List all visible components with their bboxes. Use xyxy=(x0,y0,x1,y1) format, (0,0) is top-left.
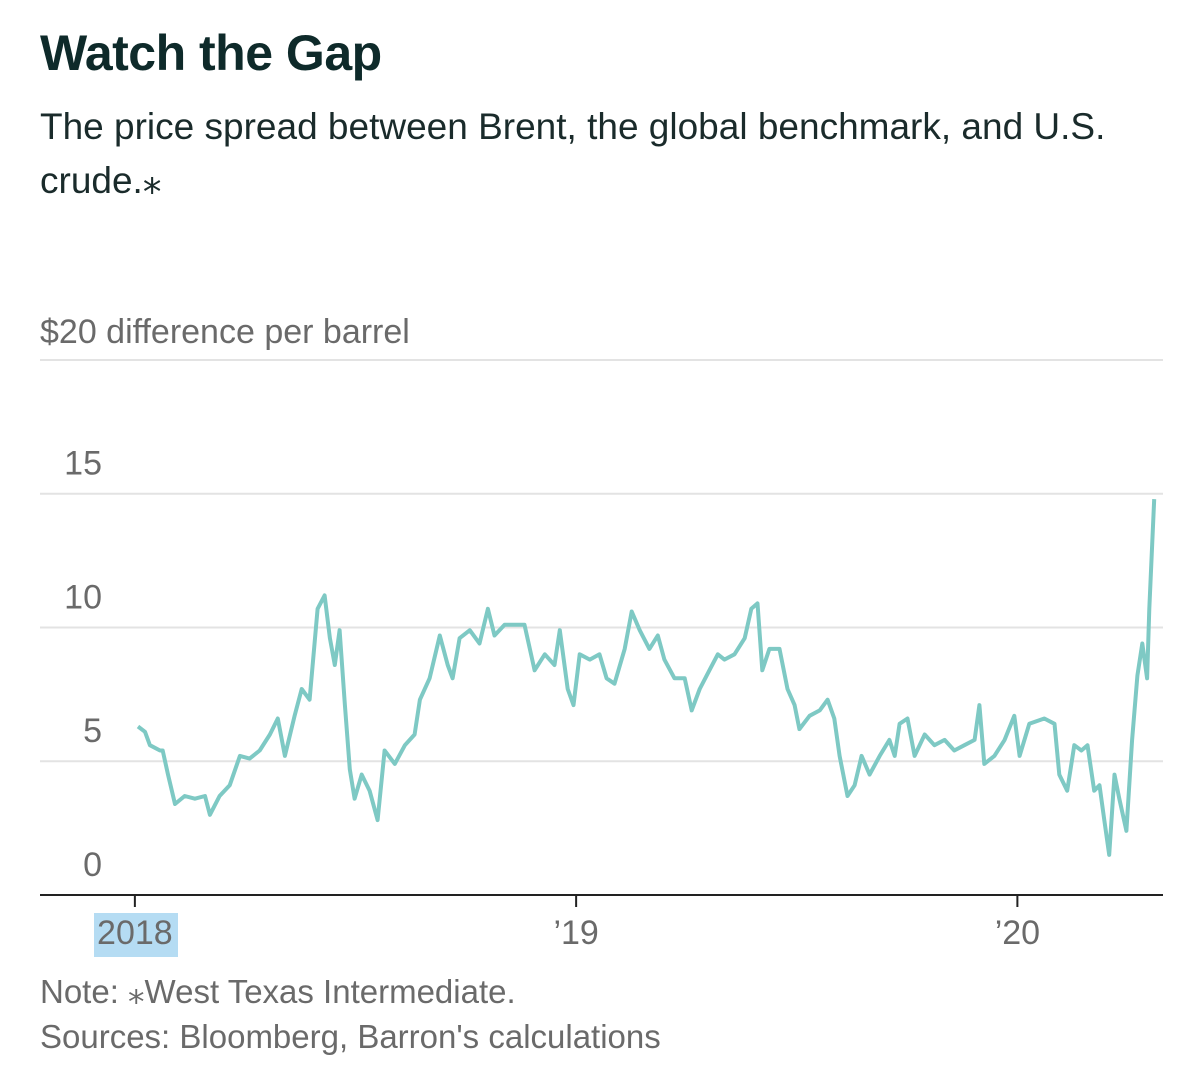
y-tick-label: 5 xyxy=(83,712,102,750)
chart-title: Watch the Gap xyxy=(40,25,382,81)
source: Sources: Bloomberg, Barron's calculation… xyxy=(40,1018,661,1055)
y-tick-label: 15 xyxy=(64,445,102,483)
y-axis-label: $20 difference per barrel xyxy=(40,313,410,351)
chart-subtitle: The price spread between Brent, the glob… xyxy=(40,106,1106,201)
chart: 0 5 10 15 $20 difference per barrel 2018 ’19 ’2… xyxy=(40,313,1163,957)
note: Note: ⁎West Texas Intermediate. xyxy=(40,973,516,1010)
x-tick-label: ’20 xyxy=(995,914,1040,952)
spread-line xyxy=(136,499,1157,857)
y-tick-label: 10 xyxy=(64,578,102,616)
selection-highlight xyxy=(94,913,178,957)
y-tick-label: 0 xyxy=(83,846,102,884)
x-tick-label: ’19 xyxy=(553,914,598,952)
x-tick-label: 2018 xyxy=(97,914,173,952)
